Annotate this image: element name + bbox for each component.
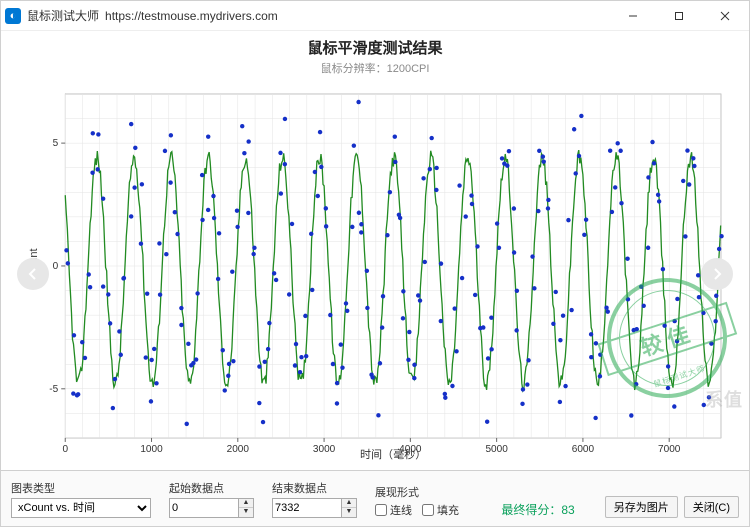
chart-type-label: 图表类型 [11,480,151,496]
minimize-icon [628,11,638,21]
prev-chart-button[interactable] [17,258,49,290]
svg-text:6000: 6000 [572,444,595,455]
chart-type-select[interactable]: xCount vs. 时间 [11,498,151,518]
close-dialog-button[interactable]: 关闭(C) [684,496,739,518]
svg-text:5000: 5000 [485,444,508,455]
svg-text:2000: 2000 [227,444,250,455]
chevron-right-icon [710,267,724,281]
smoothness-chart: 01000200030004000500060007000-505xCount时… [23,80,727,468]
titlebar: ◐ 鼠标测试大师 https://testmouse.mydrivers.com [1,1,749,31]
maximize-button[interactable] [659,2,699,30]
svg-text:时间（毫秒）: 时间（毫秒） [360,447,426,461]
fill-checkbox[interactable] [422,504,434,516]
end-point-input[interactable] [272,498,342,518]
end-point-label: 结束数据点 [272,480,357,496]
chart-type-group: 图表类型 xCount vs. 时间 [11,480,151,518]
app-icon: ◐ [5,8,21,24]
svg-text:-5: -5 [49,384,58,395]
fill-checkbox-label[interactable]: 填充 [422,502,459,518]
start-point-label: 起始数据点 [169,480,254,496]
svg-text:0: 0 [62,444,68,455]
next-chart-button[interactable] [701,258,733,290]
end-point-group: 结束数据点 ▲▼ [272,480,357,518]
start-point-group: 起始数据点 ▲▼ [169,480,254,518]
lines-checkbox[interactable] [375,504,387,516]
lines-checkbox-label[interactable]: 连线 [375,502,412,518]
svg-text:5: 5 [53,138,59,149]
final-score: 最终得分：83 [501,501,574,518]
svg-text:3000: 3000 [313,444,336,455]
close-icon [720,11,730,21]
render-mode-group: 展现形式 连线 填充 [375,484,459,518]
app-url: https://testmouse.mydrivers.com [105,9,278,23]
save-image-button[interactable]: 另存为图片 [605,496,678,518]
chart-container: 01000200030004000500060007000-505xCount时… [23,80,727,468]
svg-text:1000: 1000 [140,444,163,455]
app-title: 鼠标测试大师 [27,7,99,24]
maximize-icon [674,11,684,21]
controls-bar: 图表类型 xCount vs. 时间 起始数据点 ▲▼ 结束数据点 ▲▼ 展现形… [1,470,749,526]
end-spinner[interactable]: ▲▼ [342,498,357,518]
close-button[interactable] [705,2,745,30]
minimize-button[interactable] [613,2,653,30]
svg-text:7000: 7000 [658,444,681,455]
chart-subtitle: 鼠标分辨率：1200CPI [9,60,741,76]
chart-title: 鼠标平滑度测试结果 [9,37,741,58]
svg-text:0: 0 [53,261,59,272]
app-window: ◐ 鼠标测试大师 https://testmouse.mydrivers.com… [0,0,750,527]
content-area: 鼠标平滑度测试结果 鼠标分辨率：1200CPI 0100020003000400… [1,31,749,470]
start-spinner[interactable]: ▲▼ [239,498,254,518]
render-mode-label: 展现形式 [375,484,459,500]
chevron-left-icon [26,267,40,281]
start-point-input[interactable] [169,498,239,518]
